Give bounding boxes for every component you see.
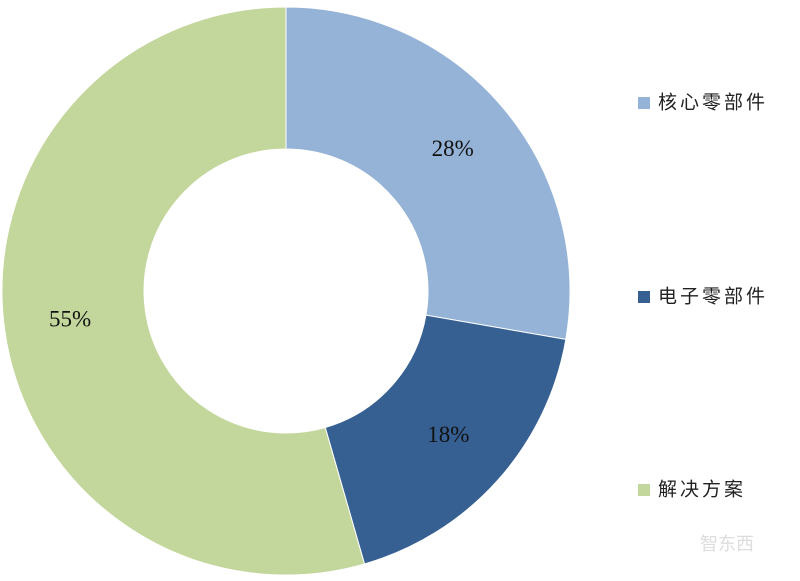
legend-label: 核心零部件 (658, 92, 768, 114)
data-label: 18% (427, 422, 469, 447)
legend-label: 解决方案 (658, 479, 746, 501)
legend-label: 电子零部件 (658, 286, 768, 308)
donut-slice (285, 6, 571, 340)
legend-swatch (638, 291, 650, 303)
donut-slice (324, 314, 567, 565)
legend-swatch (638, 484, 650, 496)
donut-slice (1, 6, 366, 576)
legend-swatch (638, 97, 650, 109)
watermark: 智东西 (700, 534, 754, 555)
data-label: 28% (432, 136, 474, 161)
data-label: 55% (49, 307, 91, 332)
